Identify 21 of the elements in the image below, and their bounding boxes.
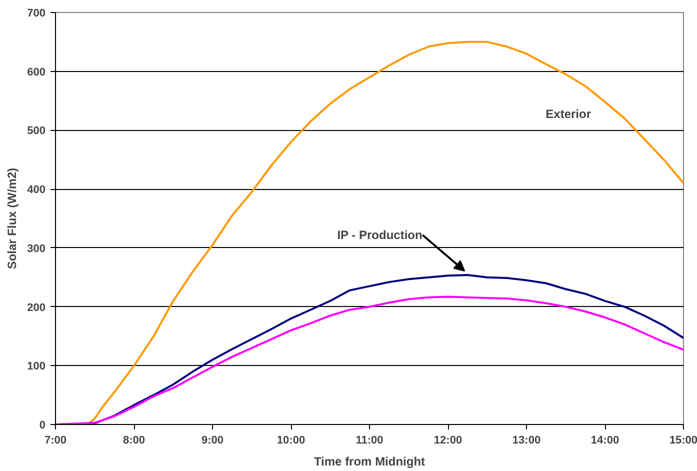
x-axis-title: Time from Midnight <box>314 454 426 468</box>
y-tick-label: 100 <box>27 360 46 373</box>
y-tick-label: 0 <box>39 420 46 432</box>
x-tick-label: 11:00 <box>356 434 384 446</box>
x-tick-label: 15:00 <box>669 434 697 446</box>
series-label: Exterior <box>546 106 592 121</box>
y-tick-label: 700 <box>27 8 46 20</box>
x-tick-label: 12:00 <box>434 434 462 446</box>
text: IP - Production <box>337 228 422 242</box>
y-tick-label: 400 <box>27 184 46 196</box>
x-tick-label: 7:00 <box>44 434 67 446</box>
y-tick-label: 500 <box>27 125 46 138</box>
x-tick-label: 8:00 <box>122 434 146 446</box>
y-tick-label: 200 <box>27 302 46 314</box>
y-axis-title: Solar Flux (W/m2) <box>5 168 20 270</box>
x-tick-label: 14:00 <box>590 434 620 446</box>
x-tick-label: 9:00 <box>201 434 224 446</box>
y-tick-label: 300 <box>27 242 46 255</box>
x-tick-label: 13:00 <box>512 434 541 446</box>
x-tick-label: 10:00 <box>276 434 306 446</box>
y-tick-label: 600 <box>27 66 46 78</box>
